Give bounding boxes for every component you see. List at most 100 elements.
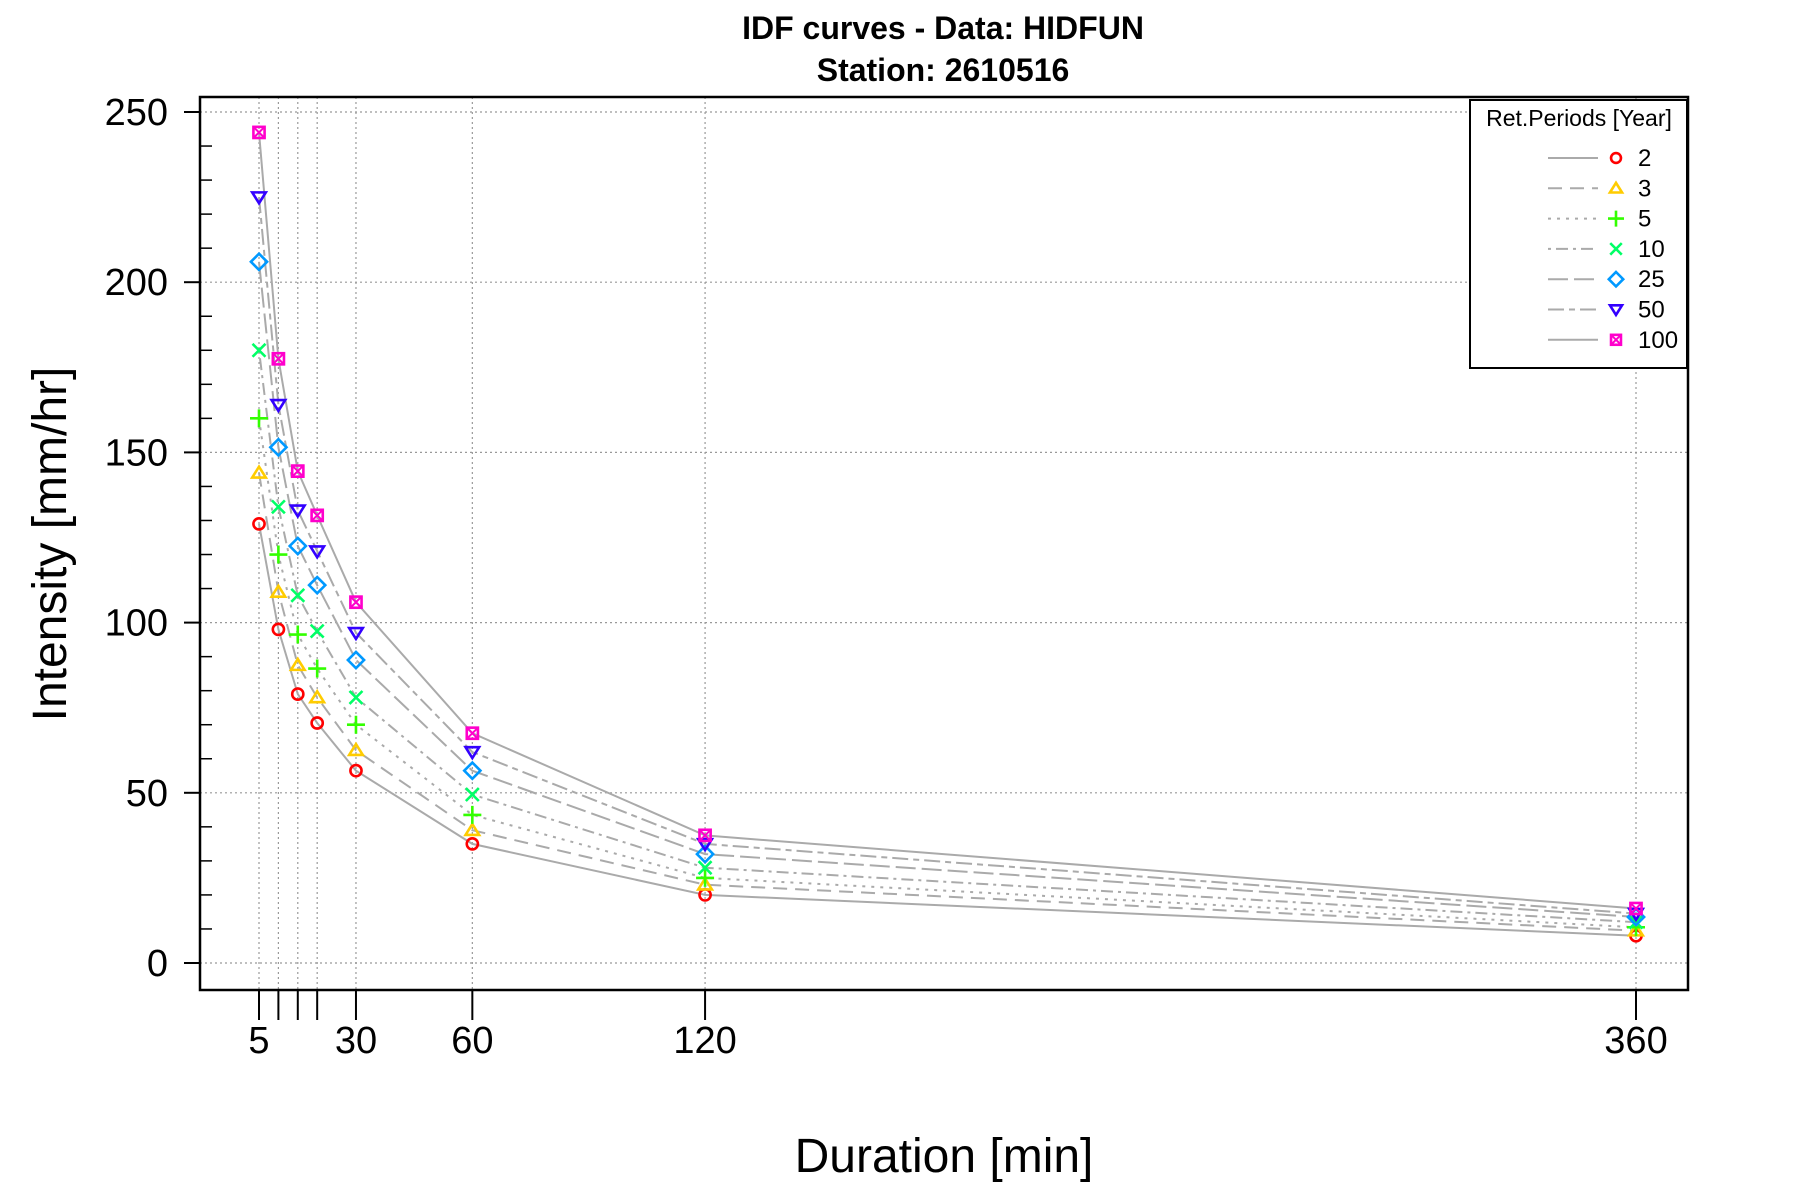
marker-triangle-down	[695, 837, 715, 853]
marker-plus	[269, 545, 288, 564]
marker-triangle-down	[288, 504, 307, 519]
y-tick-label: 250	[105, 92, 168, 134]
marker-plus	[308, 659, 327, 678]
marker-cross	[270, 499, 286, 515]
marker-square	[310, 508, 325, 523]
marker-cross	[348, 690, 364, 705]
chart-subtitle: Station: 2610516	[817, 52, 1070, 88]
legend-title: Ret.Periods [Year]	[1486, 105, 1672, 131]
marker-triangle-up	[249, 464, 269, 479]
series-markers-100	[252, 125, 1643, 916]
marker-circle	[310, 716, 325, 730]
series-line-100	[258, 132, 1637, 910]
marker-square	[465, 726, 480, 741]
marker-square	[1609, 333, 1623, 347]
legend-entry-100: 100	[1548, 327, 1678, 354]
y-tick-label: 0	[147, 943, 168, 985]
marker-circle	[290, 687, 305, 701]
marker-cross	[697, 860, 713, 876]
y-tick-label: 100	[105, 603, 168, 645]
marker-plus	[346, 715, 365, 734]
marker-triangle-up	[346, 741, 366, 757]
marker-diamond	[268, 437, 289, 458]
marker-diamond	[287, 536, 308, 556]
marker-plus	[1608, 210, 1624, 227]
marker-diamond	[346, 650, 366, 670]
marker-cross	[251, 342, 267, 358]
marker-plus	[696, 868, 715, 887]
marker-triangle-down	[269, 398, 288, 414]
legend-label: 2	[1638, 145, 1651, 172]
y-tick-label: 50	[126, 773, 168, 815]
marker-square	[698, 828, 712, 843]
x-tick-label: 120	[673, 1020, 736, 1062]
legend-label: 5	[1638, 206, 1651, 233]
legend: Ret.Periods [Year] 2 3 5 10 25 50 100	[1469, 99, 1688, 369]
legend-entry-25: 25	[1548, 266, 1665, 293]
marker-diamond	[249, 251, 269, 272]
marker-square-cross	[466, 726, 479, 740]
marker-square-cross	[698, 829, 712, 842]
marker-diamond	[1606, 270, 1626, 289]
grid-lines	[200, 97, 1688, 990]
x-axis-label: Duration [min]	[795, 1130, 1094, 1183]
x-axis-ticks: 5 30 60 120 360	[248, 990, 1668, 1062]
legend-entry-50: 50	[1548, 297, 1665, 324]
marker-square-cross	[291, 464, 305, 478]
marker-triangle-down	[308, 545, 327, 560]
x-tick-label: 30	[335, 1020, 377, 1062]
chart-title: IDF curves - Data: HIDFUN	[742, 10, 1144, 46]
legend-label: 50	[1638, 297, 1665, 324]
legend-entry-10: 10	[1548, 236, 1665, 263]
x-tick-label: 5	[248, 1020, 269, 1062]
marker-cross	[1609, 242, 1623, 256]
marker-cross	[290, 587, 306, 603]
legend-entry-5: 5	[1548, 206, 1651, 233]
legend-label: 100	[1638, 327, 1678, 354]
marker-triangle-down	[249, 191, 269, 206]
series-line-2	[258, 523, 1637, 937]
legend-label: 25	[1638, 266, 1665, 293]
x-tick-label: 360	[1604, 1020, 1667, 1062]
y-axis-label: Intensity [mm/hr]	[24, 367, 77, 722]
marker-square	[252, 125, 266, 140]
marker-triangle-up	[308, 688, 327, 704]
y-tick-label: 150	[105, 432, 168, 474]
marker-triangle-down	[463, 745, 482, 761]
marker-cross	[464, 787, 480, 802]
marker-circle	[271, 622, 286, 637]
series-markers-2	[252, 517, 1643, 943]
marker-circle	[465, 836, 480, 851]
marker-triangle-up	[463, 821, 482, 837]
marker-square-cross	[252, 126, 266, 139]
marker-triangle-down	[346, 626, 366, 642]
y-tick-label: 200	[105, 262, 168, 304]
series-markers-25	[249, 251, 1646, 927]
series-markers-50	[249, 191, 1646, 923]
marker-square	[290, 464, 305, 479]
marker-plus	[288, 625, 307, 644]
marker-triangle-up	[1607, 180, 1625, 194]
legend-label: 3	[1638, 175, 1651, 202]
marker-triangle-down	[1607, 303, 1625, 318]
marker-circle	[252, 517, 266, 531]
marker-square	[1629, 901, 1643, 916]
marker-square-cross	[349, 595, 363, 609]
y-axis-ticks: 0 50 100 150 200 250	[105, 92, 212, 985]
series-line-5	[258, 418, 1637, 929]
marker-square-cross	[1629, 902, 1643, 915]
marker-triangle-up	[288, 656, 307, 672]
marker-circle	[1609, 151, 1623, 165]
marker-triangle-up	[269, 583, 288, 598]
marker-square	[349, 595, 363, 610]
series-markers-10	[251, 342, 1644, 930]
series-line-25	[258, 261, 1637, 918]
legend-entry-3: 3	[1548, 175, 1651, 202]
series-line-3	[258, 472, 1637, 932]
marker-plus	[463, 805, 482, 824]
legend-entry-2: 2	[1548, 145, 1651, 172]
series-line-50	[258, 197, 1637, 915]
series-markers-5	[250, 409, 1645, 937]
legend-label: 10	[1638, 236, 1665, 263]
